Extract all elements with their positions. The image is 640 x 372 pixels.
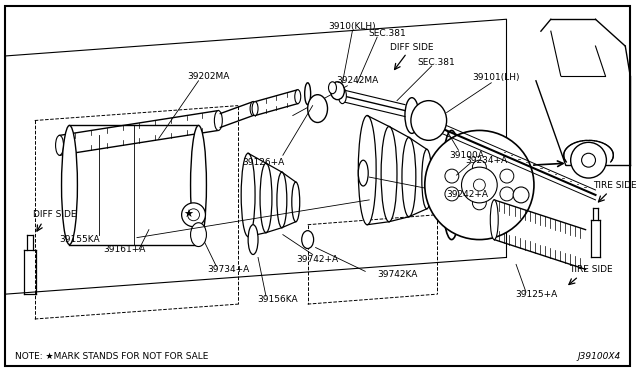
Text: 39125+A: 39125+A (515, 290, 557, 299)
Text: 39161+A: 39161+A (103, 245, 145, 254)
Circle shape (461, 167, 497, 203)
Ellipse shape (328, 82, 337, 94)
Text: 39742+A: 39742+A (296, 255, 339, 264)
Ellipse shape (61, 125, 77, 244)
Text: 39734+A: 39734+A (207, 265, 250, 274)
Text: 3910(KLH): 3910(KLH) (328, 22, 376, 31)
Text: NOTE: ★MARK STANDS FOR NOT FOR SALE: NOTE: ★MARK STANDS FOR NOT FOR SALE (15, 352, 208, 361)
Text: 39101(LH): 39101(LH) (472, 73, 520, 82)
Ellipse shape (490, 200, 498, 240)
Ellipse shape (381, 126, 397, 222)
Ellipse shape (339, 88, 346, 104)
Ellipse shape (252, 102, 258, 116)
Text: J39100X4: J39100X4 (577, 352, 620, 361)
Ellipse shape (277, 172, 287, 228)
Ellipse shape (358, 116, 376, 225)
Text: SEC.381: SEC.381 (418, 58, 456, 67)
Circle shape (500, 169, 514, 183)
Text: 39155KA: 39155KA (60, 235, 100, 244)
Circle shape (474, 179, 485, 191)
Ellipse shape (305, 83, 310, 105)
Text: TIRE SIDE: TIRE SIDE (569, 265, 612, 274)
Ellipse shape (422, 149, 432, 209)
Circle shape (472, 160, 486, 174)
Ellipse shape (260, 163, 272, 232)
Circle shape (500, 187, 514, 201)
Ellipse shape (442, 131, 461, 240)
Ellipse shape (248, 225, 258, 254)
Text: TIRE SIDE: TIRE SIDE (593, 180, 637, 189)
Text: 39242MA: 39242MA (336, 76, 378, 85)
Circle shape (188, 209, 200, 221)
Text: ★: ★ (184, 210, 193, 220)
Circle shape (445, 187, 459, 201)
Text: 39156KA: 39156KA (257, 295, 298, 304)
Circle shape (571, 142, 607, 178)
Ellipse shape (191, 223, 207, 247)
Ellipse shape (308, 95, 328, 122)
Text: 39234+A: 39234+A (465, 156, 508, 165)
Ellipse shape (402, 137, 416, 217)
Ellipse shape (405, 98, 419, 134)
Ellipse shape (295, 90, 301, 104)
Circle shape (182, 203, 205, 227)
Ellipse shape (358, 160, 368, 186)
Ellipse shape (425, 131, 534, 240)
Circle shape (472, 196, 486, 210)
Circle shape (582, 153, 595, 167)
Text: 39242+A: 39242+A (447, 190, 488, 199)
Ellipse shape (56, 135, 63, 155)
Ellipse shape (301, 231, 314, 248)
Ellipse shape (411, 101, 447, 140)
Text: 39742KA: 39742KA (377, 270, 417, 279)
Circle shape (445, 169, 459, 183)
Text: DIFF SIDE: DIFF SIDE (33, 210, 76, 219)
Text: SEC.381: SEC.381 (368, 29, 406, 38)
Text: 39202MA: 39202MA (188, 72, 230, 81)
Circle shape (513, 187, 529, 203)
Ellipse shape (292, 182, 300, 222)
Ellipse shape (191, 125, 207, 244)
Ellipse shape (250, 102, 256, 116)
Ellipse shape (330, 82, 344, 100)
Ellipse shape (214, 110, 222, 131)
Text: DIFF SIDE: DIFF SIDE (390, 42, 433, 52)
Text: 39100A: 39100A (449, 151, 484, 160)
Ellipse shape (241, 153, 255, 237)
Text: 39126+A: 39126+A (242, 158, 284, 167)
